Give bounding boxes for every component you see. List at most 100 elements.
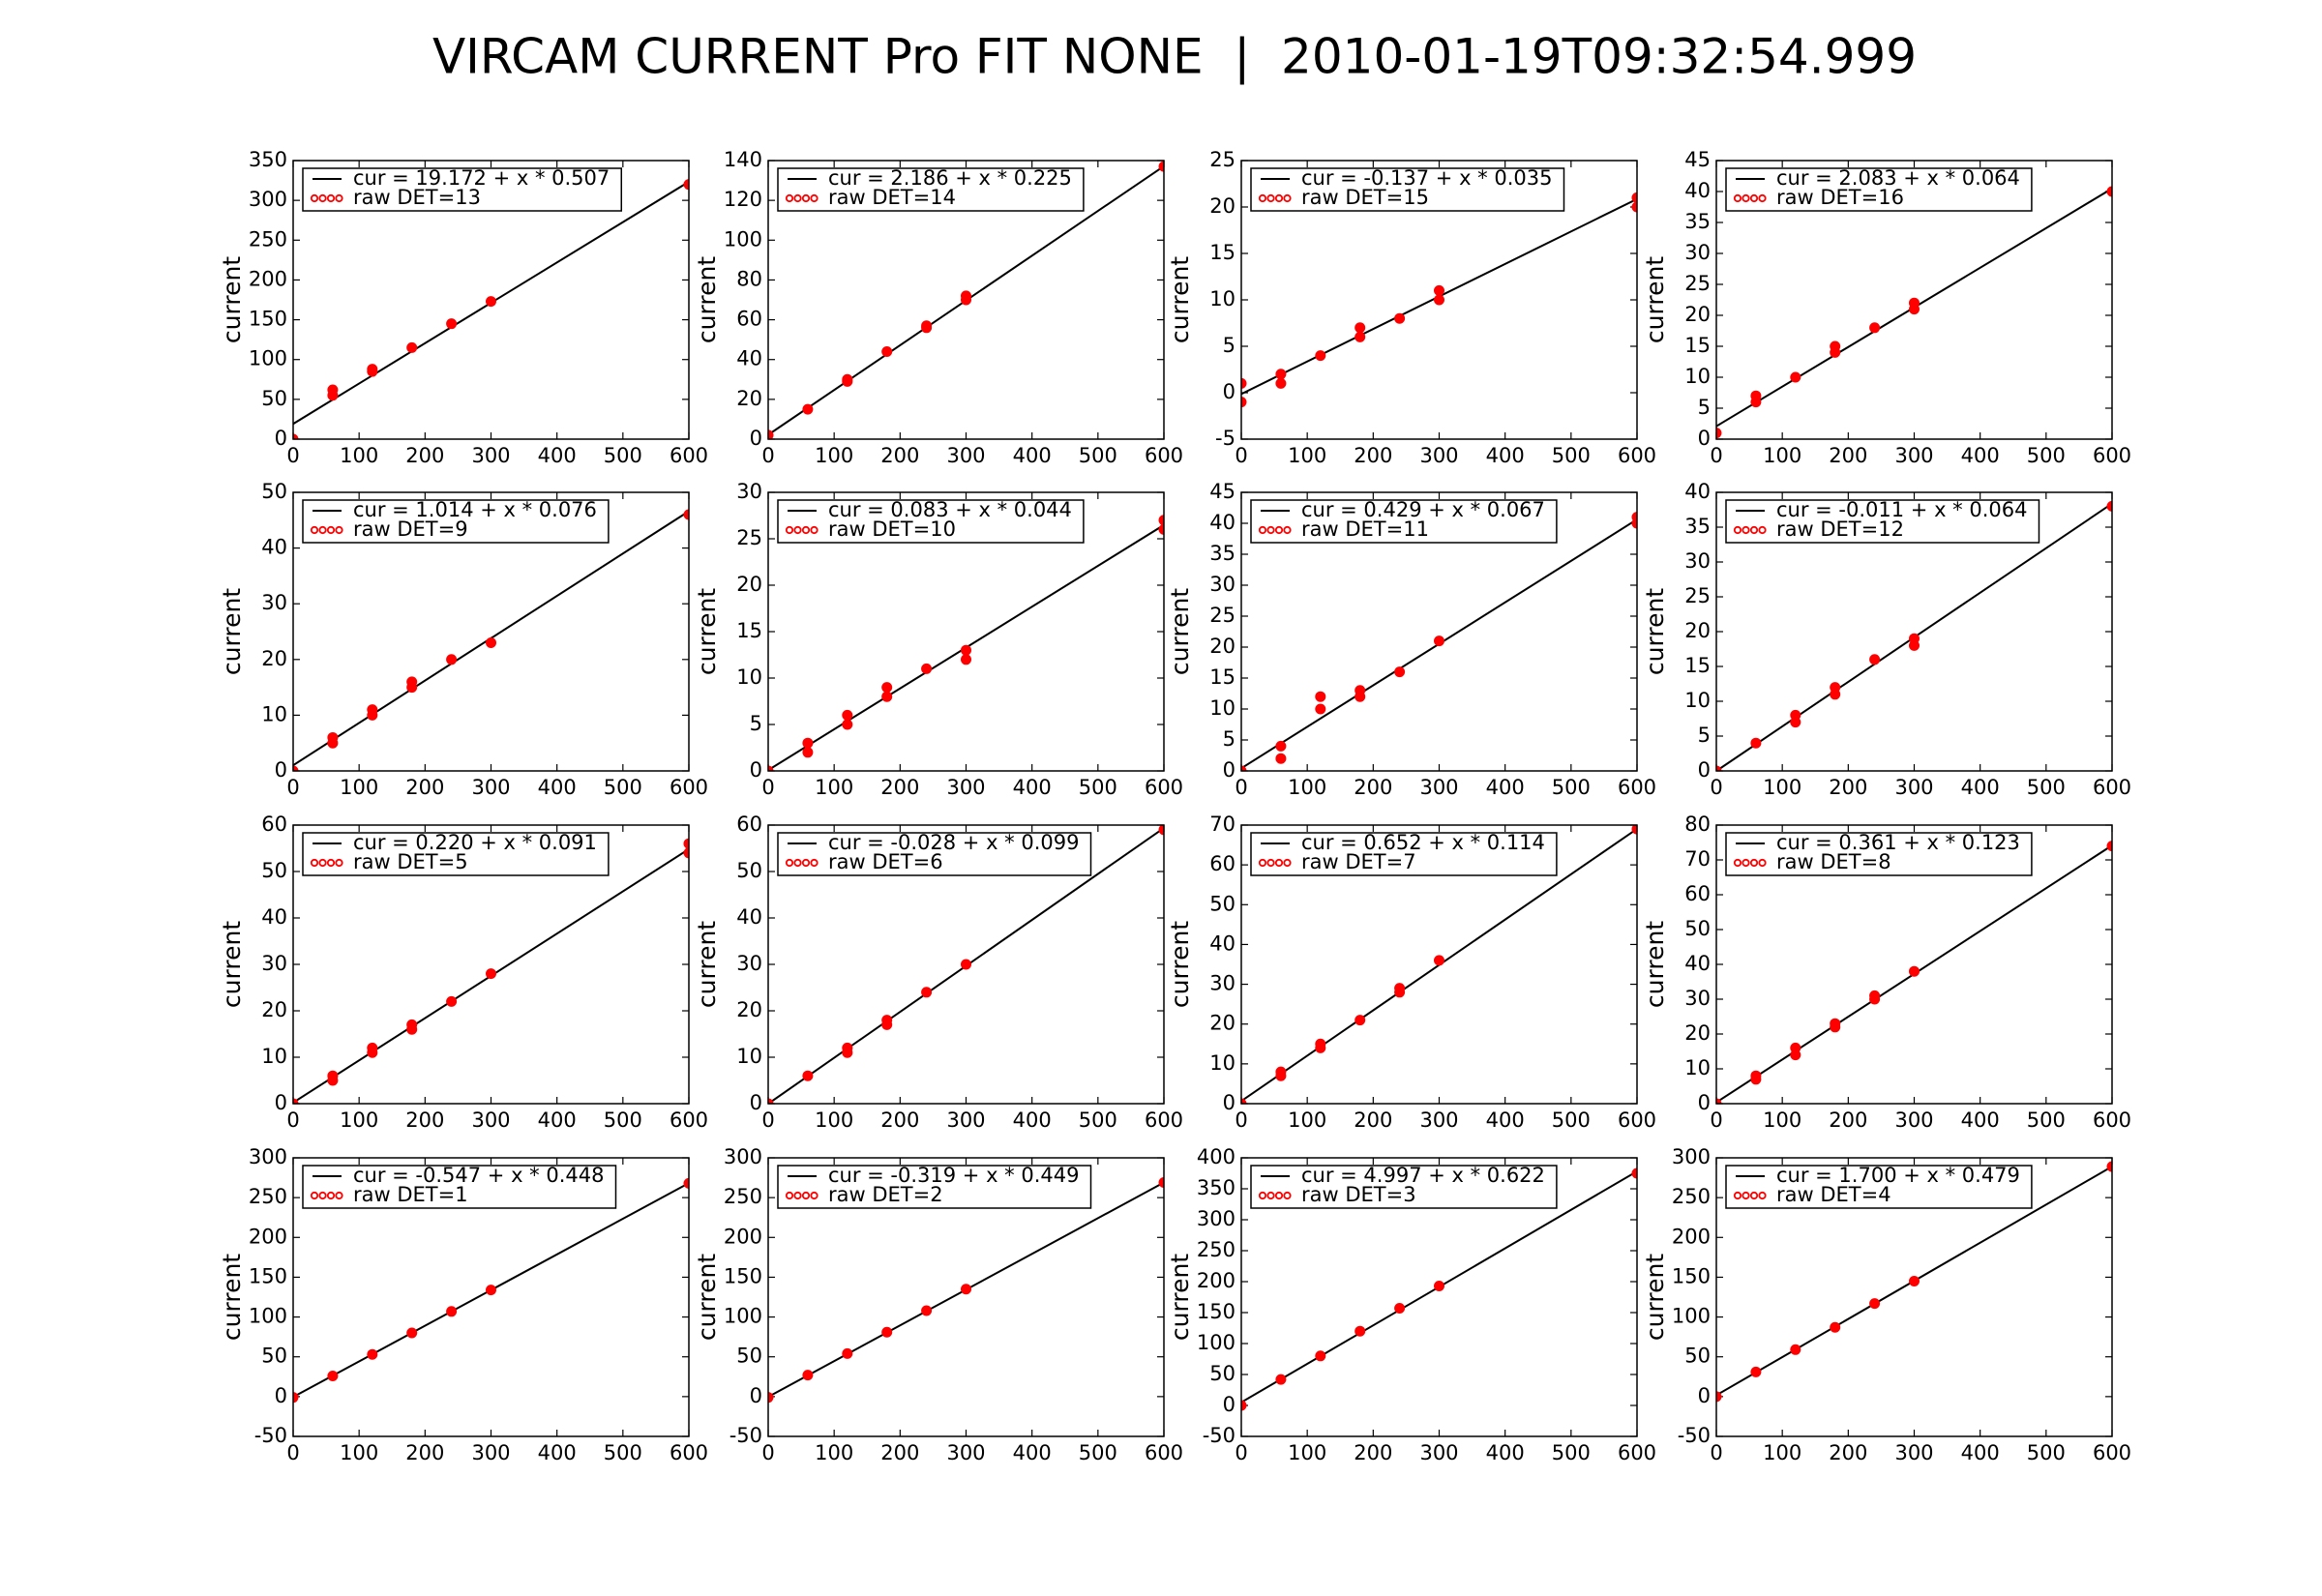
x-tick-label: 100 xyxy=(815,776,853,799)
y-tick-label: 0 xyxy=(1223,1091,1235,1114)
data-point xyxy=(961,959,971,970)
x-tick-label: 400 xyxy=(538,1441,577,1464)
x-tick-label: 0 xyxy=(1235,1441,1247,1464)
legend-label: cur = -0.319 + x * 0.449 xyxy=(828,1164,1079,1187)
subplot: 0 10 20 30 40 50 60 70 80 0 100 200 300 400 500 600 curr… xyxy=(1641,813,2131,1132)
y-tick-label: -50 xyxy=(1203,1424,1235,1447)
legend-marker xyxy=(1749,525,1759,535)
data-point xyxy=(683,179,689,191)
y-tick-label: 200 xyxy=(724,1225,762,1248)
y-tick-label: 50 xyxy=(736,859,762,882)
data-point xyxy=(1750,1366,1762,1377)
data-point xyxy=(1631,512,1637,523)
y-axis-label: current xyxy=(1166,1254,1194,1341)
data-point xyxy=(842,709,853,721)
legend-box xyxy=(1725,167,2033,212)
legend-marker xyxy=(326,525,336,535)
legend-marker xyxy=(801,858,811,868)
y-axis-label: current xyxy=(1641,256,1669,343)
y-axis-label: current xyxy=(1166,256,1194,343)
y-tick-label: 350 xyxy=(1197,1176,1235,1199)
data-point xyxy=(1434,294,1444,306)
legend-label: raw DET=16 xyxy=(1776,186,1904,209)
y-tick-label: 0 xyxy=(1223,1393,1235,1416)
x-tick-label: 500 xyxy=(1079,1441,1117,1464)
y-tick-label: 70 xyxy=(1684,847,1711,871)
x-tick-label: 0 xyxy=(286,776,299,799)
legend-label: raw DET=14 xyxy=(828,186,956,209)
x-tick-label: 0 xyxy=(761,1108,774,1132)
legend-label: raw DET=2 xyxy=(828,1183,943,1206)
data-point xyxy=(1315,350,1326,362)
x-tick-label: 500 xyxy=(2027,776,2066,799)
data-point xyxy=(446,995,458,1007)
legend-box xyxy=(777,499,1085,544)
x-tick-label: 300 xyxy=(946,444,985,467)
x-tick-label: 200 xyxy=(880,1441,919,1464)
y-axis-label: current xyxy=(1166,588,1194,675)
legend-marker xyxy=(1733,193,1742,203)
y-tick-label: 50 xyxy=(261,859,287,882)
data-point xyxy=(921,987,933,998)
legend-marker xyxy=(318,193,327,203)
legend-marker xyxy=(810,858,819,868)
y-tick-label: 0 xyxy=(750,1091,762,1114)
y-tick-label: 150 xyxy=(249,1264,287,1287)
x-tick-label: 200 xyxy=(1354,444,1392,467)
plot-frame xyxy=(292,1157,690,1437)
x-tick-label: 100 xyxy=(340,1108,378,1132)
data-point xyxy=(2106,500,2112,512)
plot-frame xyxy=(1240,1157,1638,1437)
x-tick-label: 500 xyxy=(1079,1108,1117,1132)
plot-frame xyxy=(767,160,1165,440)
y-tick-label: 150 xyxy=(1197,1300,1235,1323)
legend-marker xyxy=(1266,193,1275,203)
x-tick-label: 500 xyxy=(604,1441,642,1464)
legend-label: cur = -0.137 + x * 0.035 xyxy=(1301,166,1552,190)
x-tick-label: 100 xyxy=(340,1441,378,1464)
legend-marker xyxy=(810,1191,819,1200)
x-tick-label: 500 xyxy=(2027,1441,2066,1464)
data-point xyxy=(1869,654,1881,665)
x-tick-label: 600 xyxy=(670,1441,708,1464)
y-tick-label: 50 xyxy=(1684,1345,1711,1368)
y-axis-label: current xyxy=(1641,1254,1669,1341)
data-point xyxy=(1434,955,1444,966)
y-tick-label: 5 xyxy=(1698,396,1711,419)
data-point xyxy=(1716,1098,1722,1104)
data-point xyxy=(1750,390,1762,401)
x-tick-label: 100 xyxy=(1288,776,1326,799)
x-tick-label: 400 xyxy=(1961,1108,2000,1132)
x-tick-label: 400 xyxy=(1013,1441,1052,1464)
data-point xyxy=(1158,825,1164,836)
legend-marker xyxy=(1283,525,1292,535)
y-tick-label: 50 xyxy=(261,387,287,410)
legend-marker xyxy=(793,525,802,535)
data-point xyxy=(842,1042,853,1053)
data-point xyxy=(842,719,853,730)
y-axis-label: current xyxy=(218,921,246,1008)
data-point xyxy=(1241,397,1247,408)
legend-marker xyxy=(335,193,343,203)
y-tick-label: 20 xyxy=(261,647,287,670)
data-point xyxy=(1909,633,1920,644)
x-tick-label: 200 xyxy=(1829,776,1867,799)
x-tick-label: 0 xyxy=(761,776,774,799)
y-tick-label: 300 xyxy=(1672,1145,1711,1168)
y-tick-label: -50 xyxy=(254,1424,287,1447)
data-point xyxy=(446,654,458,665)
legend-marker xyxy=(310,193,319,203)
data-point xyxy=(961,644,971,656)
legend-marker xyxy=(1758,193,1767,203)
y-tick-label: 20 xyxy=(1209,194,1235,218)
y-tick-label: 30 xyxy=(1684,987,1711,1010)
plot-frame xyxy=(1240,824,1638,1105)
data-point xyxy=(293,1098,299,1104)
legend-box xyxy=(777,832,1092,876)
y-tick-label: 5 xyxy=(1223,334,1235,357)
x-tick-label: 100 xyxy=(1288,444,1326,467)
